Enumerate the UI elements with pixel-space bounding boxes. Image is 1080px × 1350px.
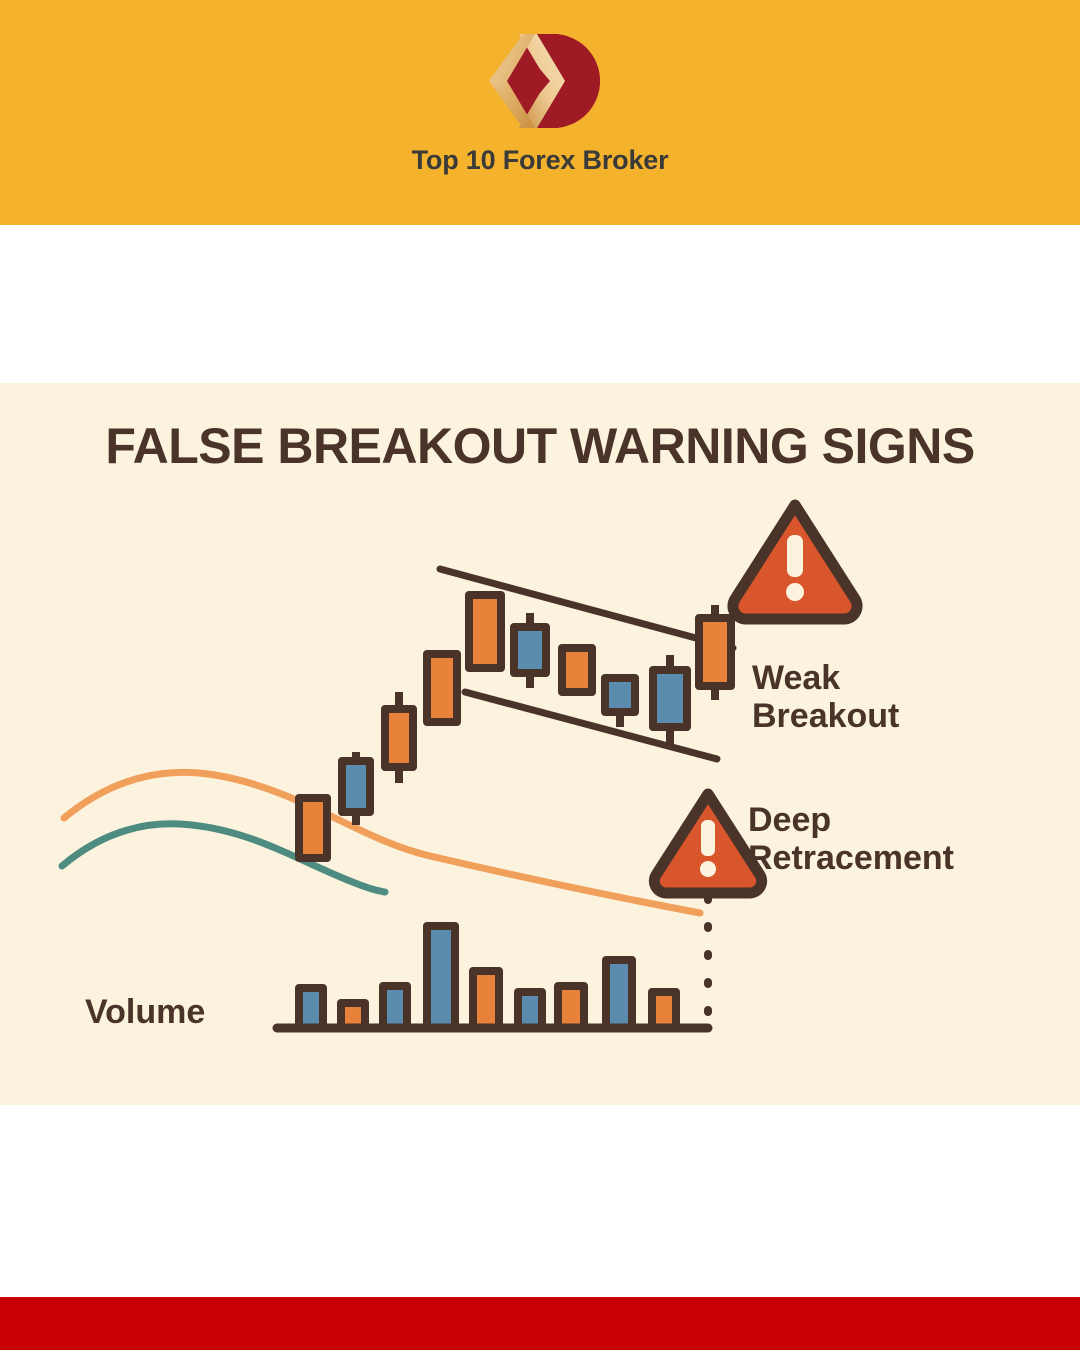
candle-6 xyxy=(510,613,550,688)
brand-title: Top 10 Forex Broker xyxy=(411,145,669,175)
footer-band xyxy=(0,1297,1080,1350)
candle-7 xyxy=(558,644,596,696)
ma-fast-line xyxy=(60,768,704,917)
candle-8 xyxy=(601,674,639,727)
lower-trendline xyxy=(461,688,721,763)
warning-triangle-icon-deep-retracement[interactable] xyxy=(648,788,768,899)
candle-3 xyxy=(381,692,417,783)
volume-label: Volume xyxy=(85,993,206,1031)
header-band: Top 10 Forex Broker xyxy=(0,0,1080,225)
candle-1 xyxy=(295,794,331,862)
volume-bar xyxy=(554,982,588,1032)
volume-bar xyxy=(295,984,327,1032)
volume-bar xyxy=(514,988,546,1032)
candle-4 xyxy=(423,650,461,726)
candle-2 xyxy=(338,752,374,825)
candle-9 xyxy=(649,655,691,745)
moving-average-lines xyxy=(58,768,704,917)
volume-section xyxy=(272,922,713,1033)
upper-trendline xyxy=(436,565,737,652)
candle-10 xyxy=(695,605,735,700)
volume-bar xyxy=(379,982,411,1032)
volume-bar xyxy=(423,922,459,1032)
candle-5 xyxy=(465,591,505,672)
volume-bar xyxy=(648,988,680,1032)
candlestick-series xyxy=(295,591,735,862)
content-panel: FALSE BREAKOUT WARNING SIGNS xyxy=(0,383,1080,1105)
volume-bar xyxy=(602,956,636,1032)
ma-slow-line xyxy=(58,820,389,896)
page-title: FALSE BREAKOUT WARNING SIGNS xyxy=(105,418,975,474)
warning-triangle-icon-weak-breakout[interactable] xyxy=(727,499,863,625)
white-spacer-top xyxy=(0,225,1080,383)
trendlines xyxy=(436,565,737,763)
volume-bar xyxy=(469,967,503,1032)
weak-breakout-label: Weak Breakout xyxy=(752,659,900,736)
deep-retracement-label: Deep Retracement xyxy=(748,801,954,878)
top10-forex-broker-logo xyxy=(489,34,600,128)
volume-bars xyxy=(295,922,680,1032)
false-breakout-chart xyxy=(58,499,863,1034)
white-spacer-bottom xyxy=(0,1105,1080,1297)
